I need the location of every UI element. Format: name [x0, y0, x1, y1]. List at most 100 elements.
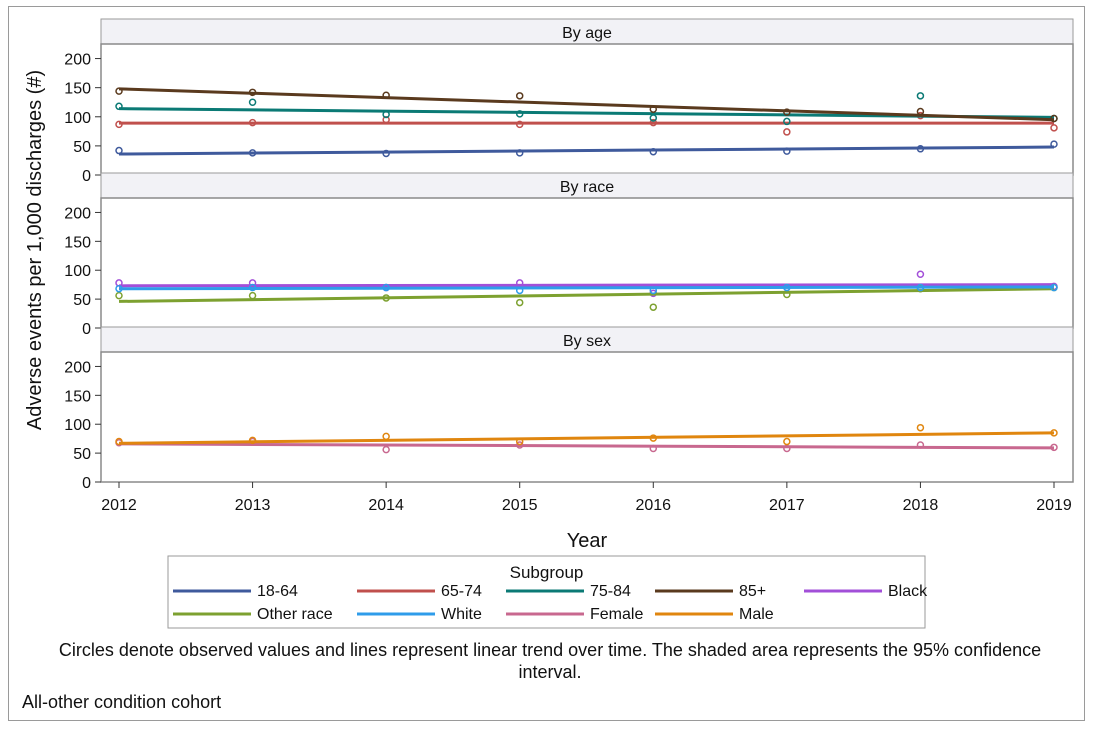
- observed-point: [115, 102, 123, 111]
- legend-label: Female: [590, 606, 643, 623]
- observed-point: [1050, 124, 1058, 132]
- legend-label: White: [441, 606, 482, 623]
- observed-point: [115, 120, 123, 129]
- observed-point: [649, 147, 658, 156]
- observed-point: [382, 91, 390, 99]
- x-tick-label: 2016: [635, 497, 671, 514]
- trend-line: [118, 283, 1055, 288]
- x-tick-label: 2013: [235, 497, 271, 514]
- y-tick-label: 200: [64, 52, 91, 69]
- observed-point: [916, 92, 925, 100]
- observed-point: [248, 283, 257, 292]
- x-tick-label: 2019: [1036, 497, 1072, 514]
- trend-line: [118, 87, 1055, 122]
- y-tick-label: 50: [73, 292, 91, 309]
- observed-point: [649, 105, 658, 113]
- observed-point: [382, 283, 390, 292]
- observed-point: [515, 298, 524, 307]
- observed-point: [916, 270, 925, 279]
- observed-point: [649, 118, 658, 127]
- observed-point: [1050, 140, 1058, 148]
- y-tick-label: 200: [64, 359, 91, 376]
- observed-point: [515, 441, 524, 449]
- observed-point: [783, 444, 791, 453]
- observed-point: [115, 284, 123, 293]
- observed-point: [783, 283, 791, 292]
- observed-point: [248, 98, 257, 106]
- observed-point: [1050, 429, 1058, 437]
- observed-point: [115, 291, 123, 300]
- panel-header: [100, 172, 1074, 199]
- observed-point: [1050, 443, 1058, 452]
- observed-point: [515, 437, 524, 446]
- x-axis-label: Year: [567, 530, 608, 552]
- y-tick-label: 50: [73, 446, 91, 463]
- trend-line: [118, 431, 1055, 445]
- observed-point: [916, 441, 925, 449]
- trend-line: [118, 145, 1055, 156]
- x-tick-label: 2015: [502, 497, 538, 514]
- legend-title: Subgroup: [510, 563, 584, 582]
- x-tick-label: 2012: [101, 497, 137, 514]
- x-tick-label: 2018: [903, 497, 939, 514]
- legend-label: Black: [888, 583, 928, 600]
- panel-title: By sex: [563, 333, 611, 350]
- observed-point: [649, 444, 658, 453]
- observed-point: [515, 279, 524, 287]
- observed-point: [916, 283, 925, 292]
- y-tick-label: 150: [64, 81, 91, 98]
- observed-point: [916, 145, 925, 153]
- footnote-text: Circles denote observed values and lines…: [58, 640, 1042, 682]
- observed-point: [382, 110, 390, 119]
- y-tick-label: 200: [64, 205, 91, 222]
- y-tick-label: 100: [64, 110, 91, 127]
- observed-point: [115, 437, 123, 446]
- y-tick-label: 50: [73, 139, 91, 156]
- panel-title: By race: [560, 179, 614, 196]
- observed-point: [115, 146, 123, 155]
- x-tick-label: 2017: [769, 497, 805, 514]
- panel-title: By age: [562, 25, 612, 42]
- observed-point: [248, 118, 257, 127]
- observed-point: [649, 303, 658, 311]
- trend-line: [118, 442, 1055, 450]
- observed-point: [515, 110, 524, 118]
- legend-label: Other race: [257, 606, 333, 623]
- legend-label: Male: [739, 606, 774, 623]
- observed-point: [382, 294, 390, 302]
- panel-plot-area: [100, 351, 1074, 483]
- observed-point: [783, 128, 791, 136]
- observed-point: [783, 290, 791, 299]
- legend-label: 85+: [739, 583, 766, 600]
- y-tick-label: 150: [64, 388, 91, 405]
- observed-point: [382, 445, 390, 454]
- y-axis-label: Adverse events per 1,000 discharges (#): [24, 70, 46, 430]
- observed-point: [515, 286, 524, 295]
- legend-label: 75-84: [590, 583, 631, 600]
- observed-point: [515, 120, 524, 129]
- legend-label: 65-74: [441, 583, 482, 600]
- observed-point: [916, 423, 925, 432]
- observed-point: [1050, 114, 1058, 123]
- observed-point: [248, 291, 257, 300]
- y-tick-label: 100: [64, 263, 91, 280]
- y-tick-label: 0: [82, 321, 91, 338]
- observed-point: [783, 108, 791, 116]
- figure-frame: [8, 6, 1085, 721]
- panel-plot-area: [100, 197, 1074, 329]
- observed-point: [916, 107, 925, 116]
- observed-point: [649, 434, 658, 442]
- observed-point: [783, 437, 791, 446]
- observed-point: [115, 87, 123, 95]
- observed-point: [783, 117, 791, 126]
- trend-line: [118, 285, 1055, 291]
- observed-point: [1050, 283, 1058, 292]
- observed-point: [248, 149, 257, 157]
- cohort-label: All-other condition cohort: [22, 692, 222, 712]
- observed-point: [248, 279, 257, 287]
- observed-point: [649, 114, 658, 122]
- y-tick-label: 150: [64, 234, 91, 251]
- legend-label: 18-64: [257, 583, 298, 600]
- y-tick-label: 100: [64, 417, 91, 434]
